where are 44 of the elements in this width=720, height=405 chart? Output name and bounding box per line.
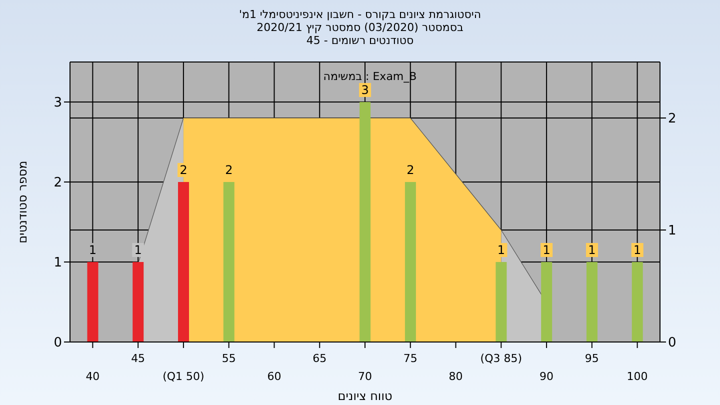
x-tick-label: (Q3 85) — [480, 352, 522, 365]
y-tick-label: 2 — [54, 176, 62, 191]
data-label: 2 — [180, 163, 188, 177]
y-tick-label: 1 — [54, 256, 62, 271]
bar — [178, 182, 190, 342]
bar — [223, 182, 234, 342]
data-label: 1 — [634, 243, 642, 257]
y-tick-label: 3 — [54, 96, 62, 111]
data-label: 2 — [406, 163, 414, 177]
data-label: 1 — [497, 243, 506, 257]
bar — [632, 262, 643, 342]
y-axis-title: מספר סטודנטים — [15, 160, 30, 244]
y2-tick-label: 0 — [668, 336, 676, 351]
chart-title: היסטוגרמת ציונים בקורס - חשבון אינפיניטסימלי 1מ' — [238, 8, 482, 21]
x-tick-label: 40 — [86, 370, 100, 383]
x-tick-label: 80 — [448, 370, 463, 383]
bar — [360, 102, 371, 342]
x-tick-label: 95 — [584, 352, 599, 365]
data-label: 1 — [588, 243, 596, 257]
data-label: 2 — [225, 163, 233, 177]
bar — [496, 262, 507, 342]
x-axis-title: טווח ציונים — [338, 389, 392, 403]
y-tick-label: 0 — [54, 336, 62, 351]
y2-tick-label: 2 — [668, 112, 676, 127]
x-tick-label: 60 — [267, 370, 282, 383]
data-label: 3 — [361, 83, 369, 97]
x-tick-label: (Q1 50) — [162, 370, 204, 383]
bar — [87, 262, 98, 342]
data-label: 1 — [88, 243, 97, 257]
x-tick-label: 70 — [358, 370, 372, 383]
bar — [541, 262, 552, 342]
x-tick-label: 65 — [312, 352, 327, 365]
x-tick-label: 75 — [403, 352, 418, 365]
bar — [404, 182, 416, 342]
chart-subtitle: בסמסטר (03/2020) סמסטר קיץ 2020/21 סטודנטים רשומים - 45 — [256, 21, 464, 47]
x-tick-label: 55 — [222, 352, 236, 365]
x-tick-label: 100 — [626, 370, 648, 383]
x-tick-label: 45 — [131, 352, 146, 365]
x-tick-label: 90 — [540, 370, 554, 383]
bar — [586, 262, 598, 342]
y2-tick-label: 1 — [668, 224, 676, 239]
data-label: 1 — [134, 243, 142, 257]
data-label: 1 — [542, 243, 550, 257]
bar — [132, 262, 144, 342]
